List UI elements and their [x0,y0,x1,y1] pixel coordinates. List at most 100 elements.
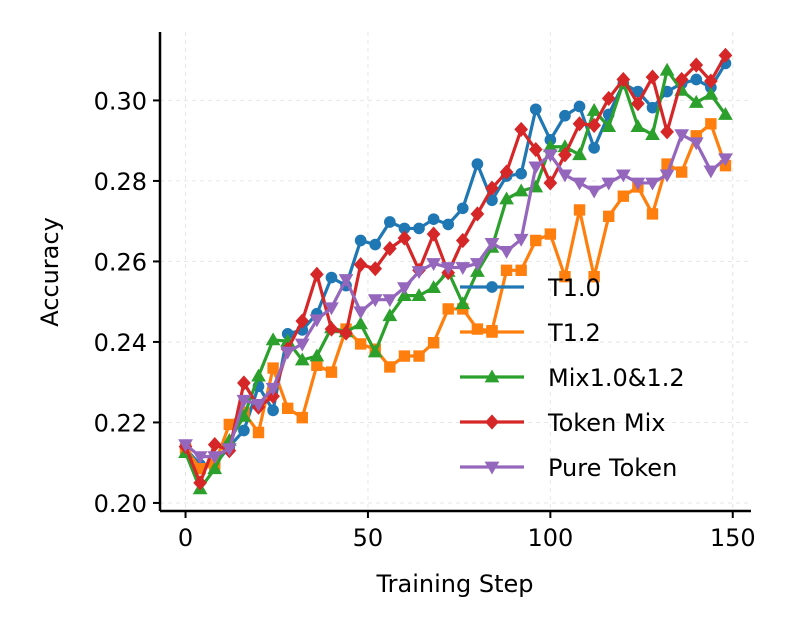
y-tick-label: 0.20 [94,490,147,518]
data-point-pure-token [484,237,500,251]
data-point-pure-token [718,153,733,167]
x-tick-label: 100 [527,524,573,552]
data-point-token-mix [601,90,616,106]
x-tick-label: 50 [353,524,384,552]
data-point-token-mix [616,71,631,88]
data-point-mix1-0-1-2 [659,62,675,76]
data-point-mix1-0-1-2 [703,86,719,100]
data-point-t1-2 [267,362,279,374]
data-point-pure-token [615,169,631,183]
data-point-t1-2 [515,264,527,276]
data-point-t1-0 [325,271,338,284]
data-point-t1-2 [705,118,717,130]
data-point-pure-token [659,169,675,183]
data-point-pure-token [601,177,617,191]
data-point-token-mix [237,375,251,391]
data-point-mix1-0-1-2 [426,280,441,293]
y-tick-label: 0.28 [94,168,147,196]
data-point-t1-2 [252,426,265,439]
data-point-pure-token [338,274,354,288]
legend-label: Token Mix [547,409,666,437]
y-axis-title: Accuracy [36,217,64,327]
data-point-token-mix [689,57,704,73]
data-point-mix1-0-1-2 [688,94,704,108]
data-point-t1-2 [603,210,615,223]
data-point-t1-2 [646,208,659,220]
legend-entry-t1-2: T1.2 [460,319,601,347]
data-point-token-mix [368,261,383,277]
y-tick-label: 0.22 [94,409,147,437]
data-point-mix1-0-1-2 [382,308,398,322]
data-point-mix1-0-1-2 [572,147,587,161]
data-point-pure-token [470,258,485,271]
data-point-pure-token [557,169,573,183]
data-point-t1-2 [617,190,630,202]
data-point-pure-token [207,451,223,465]
data-point-pure-token [645,177,660,191]
data-point-token-mix [718,47,733,63]
data-point-token-mix [310,266,324,282]
legend-marker [486,326,498,338]
data-point-token-mix [382,240,397,257]
grid [160,32,751,511]
data-point-token-mix [528,141,543,158]
legend-label: Pure Token [548,454,677,482]
data-point-token-mix [587,117,601,133]
x-axis-title: Training Step [376,570,534,598]
data-point-token-mix [558,147,572,163]
data-point-token-mix [455,232,470,249]
data-point-pure-token [367,294,383,308]
data-point-token-mix [704,73,718,89]
legend: T1.0 T1.2 Mix1.0&1.2 Token Mix Pure Token [460,274,685,482]
data-point-t1-0 [515,167,527,180]
data-point-t1-0 [529,103,542,116]
data-point-t1-2 [398,350,411,362]
series-line-t1-0 [184,62,727,467]
series-pure-token [178,129,733,465]
data-point-t1-0 [573,100,586,113]
data-point-t1-0 [442,218,455,231]
data-point-mix1-0-1-2 [294,352,310,366]
data-point-t1-0 [413,222,425,235]
data-point-t1-0 [690,73,703,86]
data-point-mix1-0-1-2 [251,368,266,382]
data-point-t1-2 [281,402,294,415]
data-point-token-mix [295,313,310,329]
data-point-pure-token [411,266,427,280]
data-point-token-mix [339,325,353,341]
data-point-token-mix [660,124,674,140]
data-point-pure-token [382,294,398,308]
data-point-t1-2 [442,303,454,315]
data-point-pure-token [542,149,558,163]
data-point-t1-0 [369,238,382,251]
data-point-t1-2 [573,204,586,216]
data-point-token-mix [324,321,339,337]
data-point-token-mix [193,475,207,491]
legend-marker [484,461,500,475]
data-point-mix1-0-1-2 [411,288,427,302]
axes [158,32,751,513]
data-point-mix1-0-1-2 [353,316,369,330]
data-point-pure-token [324,302,339,316]
data-point-mix1-0-1-2 [586,102,602,116]
legend-marker [484,369,500,383]
data-point-token-mix [470,206,485,222]
data-point-t1-2 [544,228,557,240]
data-point-token-mix [572,116,587,132]
y-tick-label: 0.30 [94,87,147,115]
data-point-t1-2 [500,264,513,276]
ticks: 0 50 100 150 0.20 0.22 0.24 0.26 0.28 0.30 [94,87,756,552]
data-point-pure-token [499,245,514,259]
legend-label: T1.2 [547,319,601,347]
data-point-pure-token [353,306,369,320]
data-point-t1-0 [471,158,484,170]
data-point-token-mix [426,226,441,242]
data-point-t1-2 [384,361,396,373]
data-point-pure-token [251,398,266,412]
data-point-token-mix [674,71,689,88]
data-point-token-mix [397,230,412,246]
data-point-t1-0 [384,216,396,228]
data-point-pure-token [586,185,602,199]
data-point-mix1-0-1-2 [645,127,660,141]
